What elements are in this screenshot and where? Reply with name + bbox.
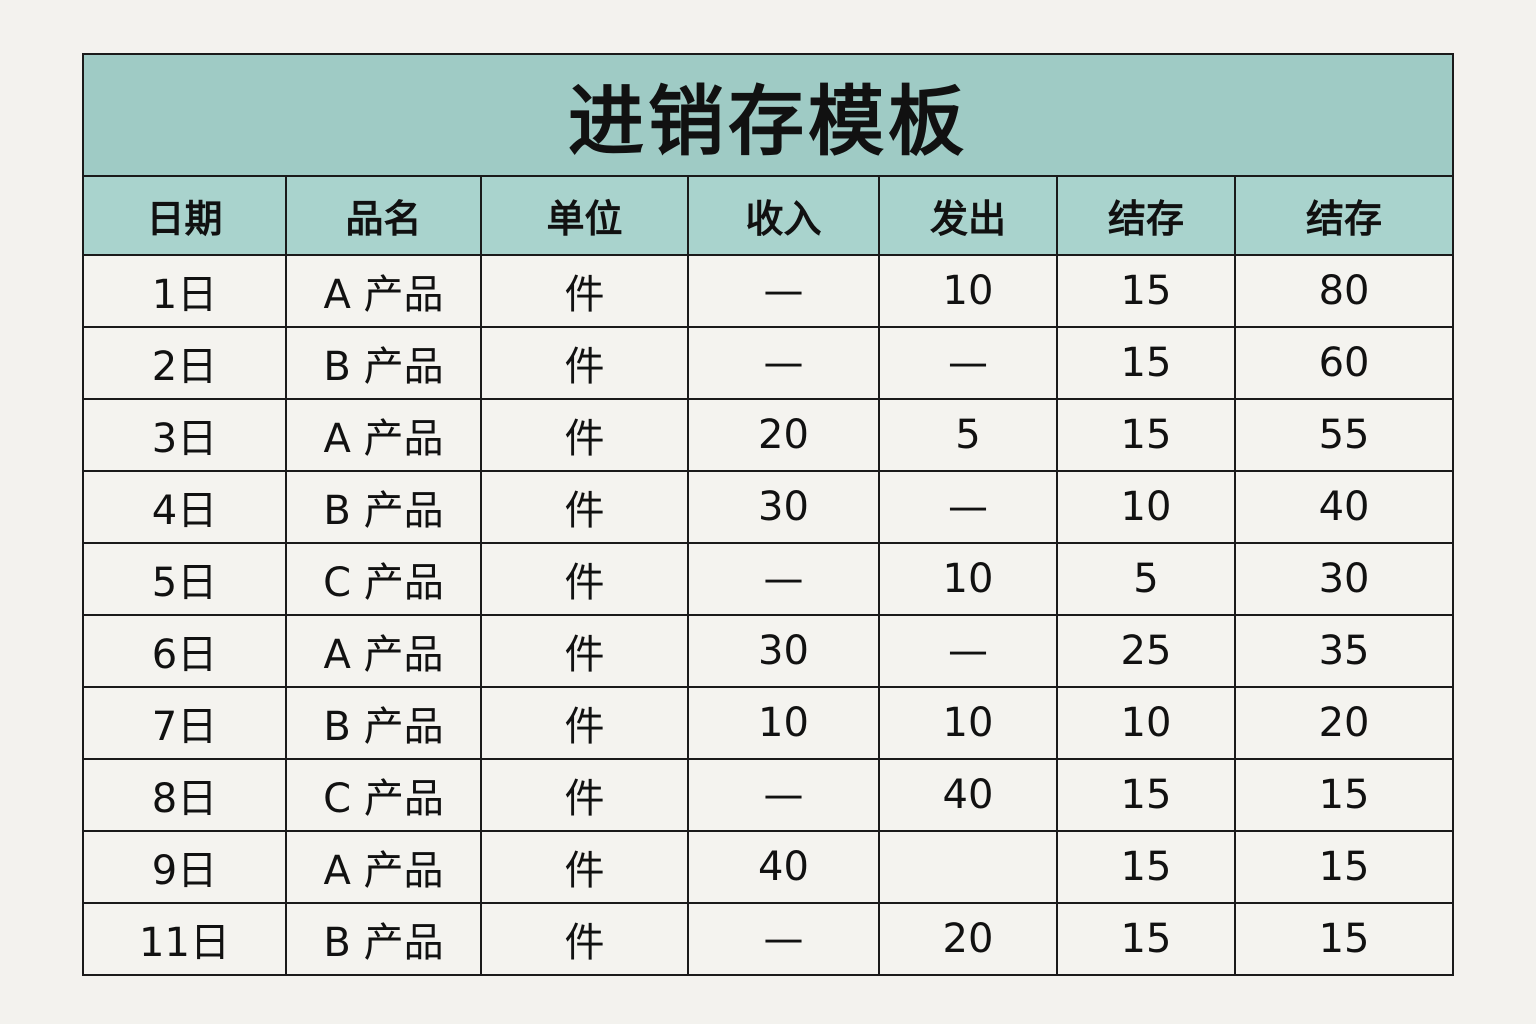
- table-cell: [878, 830, 1058, 904]
- table-cell: B 产品: [285, 470, 482, 544]
- table-cell: 40: [878, 758, 1058, 832]
- table-cell: 10: [1056, 470, 1236, 544]
- table-cell: 15: [1056, 830, 1236, 904]
- table-cell: 3日: [82, 398, 287, 472]
- table-cell: 件: [480, 470, 689, 544]
- table-cell: 60: [1233, 326, 1455, 400]
- table-cell: 件: [480, 326, 689, 400]
- table-cell: C 产品: [285, 542, 482, 616]
- table-cell: —: [687, 254, 880, 328]
- table-cell: 30: [687, 470, 880, 544]
- table-cell: 件: [480, 542, 689, 616]
- header-row: 日期 品名 单位 收入 发出 结存 结存: [82, 175, 1455, 256]
- table-row: 1日 A 产品件 —10 15 80: [82, 254, 1455, 328]
- table-cell: —: [687, 542, 880, 616]
- table-cell: 件: [480, 614, 689, 688]
- table-row: 3日 A 产品件 20 5 15 55: [82, 398, 1455, 472]
- table-row: 8日 C 产品件 —40 15 15: [82, 758, 1455, 832]
- table-cell: 35: [1233, 614, 1455, 688]
- table-cell: A 产品: [285, 398, 482, 472]
- table-cell: —: [878, 326, 1058, 400]
- table-cell: 40: [687, 830, 880, 904]
- table-cell: 件: [480, 398, 689, 472]
- table-cell: B 产品: [285, 686, 482, 760]
- inventory-table: 进销存模板 日期 品名 单位 收入 发出 结存 结存 1日 A 产品件 —10 15 80 2日 B 产…: [81, 53, 1455, 976]
- table-cell: 件: [480, 830, 689, 904]
- table-cell: —: [687, 902, 880, 976]
- table-cell: 2日: [82, 326, 287, 400]
- table-cell: 15: [1056, 398, 1236, 472]
- table-cell: 15: [1233, 758, 1455, 832]
- table-cell: 4日: [82, 470, 287, 544]
- table-cell: 15: [1056, 254, 1236, 328]
- table-cell: 25: [1056, 614, 1236, 688]
- table-cell: 件: [480, 902, 689, 976]
- table-cell: 10: [1056, 686, 1236, 760]
- table-cell: C 产品: [285, 758, 482, 832]
- column-header: 单位: [480, 175, 689, 256]
- table-cell: 80: [1233, 254, 1455, 328]
- table-cell: B 产品: [285, 902, 482, 976]
- table-cell: 30: [687, 614, 880, 688]
- table-cell: 1日: [82, 254, 287, 328]
- table-cell: 件: [480, 254, 689, 328]
- column-header: 品名: [285, 175, 482, 256]
- column-header: 结存: [1056, 175, 1236, 256]
- table-cell: 5: [1056, 542, 1236, 616]
- table-cell: 15: [1233, 830, 1455, 904]
- table-cell: —: [687, 326, 880, 400]
- table-cell: 30: [1233, 542, 1455, 616]
- table-cell: A 产品: [285, 614, 482, 688]
- table-cell: 15: [1233, 902, 1455, 976]
- table-cell: 55: [1233, 398, 1455, 472]
- table-cell: 40: [1233, 470, 1455, 544]
- table-row: 11日 B 产品件 —20 15 15: [82, 902, 1455, 976]
- table-cell: —: [878, 470, 1058, 544]
- table-cell: 11日: [82, 902, 287, 976]
- table-row: 2日 B 产品件 — —15 60: [82, 326, 1455, 400]
- table-row: 4日 B 产品件 30—10 40: [82, 470, 1455, 544]
- table-body: 1日 A 产品件 —10 15 80 2日 B 产品件 — —15 60 3日 A 产品件 20 5 15 5…: [82, 254, 1455, 976]
- table-cell: 5: [878, 398, 1058, 472]
- table-cell: —: [687, 758, 880, 832]
- table-cell: 15: [1056, 902, 1236, 976]
- table-cell: 件: [480, 758, 689, 832]
- table-cell: 9日: [82, 830, 287, 904]
- table-cell: 10: [878, 686, 1058, 760]
- table-cell: 10: [878, 254, 1058, 328]
- table-cell: 6日: [82, 614, 287, 688]
- table-cell: —: [878, 614, 1058, 688]
- table-row: 7日 B 产品件 10 10 10 20: [82, 686, 1455, 760]
- table-cell: A 产品: [285, 254, 482, 328]
- table-cell: 20: [878, 902, 1058, 976]
- table-row: 5日 C 产品件 —10 5 30: [82, 542, 1455, 616]
- table-title: 进销存模板: [81, 53, 1455, 177]
- table-cell: 10: [687, 686, 880, 760]
- table-cell: 8日: [82, 758, 287, 832]
- table-cell: 20: [687, 398, 880, 472]
- table-cell: 20: [1233, 686, 1455, 760]
- column-header: 结存: [1233, 175, 1455, 256]
- table-cell: 5日: [82, 542, 287, 616]
- column-header: 日期: [82, 175, 287, 256]
- table-cell: 15: [1056, 758, 1236, 832]
- table-row: 9日 A 产品件 40 15 15: [82, 830, 1455, 904]
- table-cell: A 产品: [285, 830, 482, 904]
- table-cell: 10: [878, 542, 1058, 616]
- table-cell: B 产品: [285, 326, 482, 400]
- table-cell: 件: [480, 686, 689, 760]
- column-header: 收入: [687, 175, 880, 256]
- table-row: 6日 A 产品件 30—25 35: [82, 614, 1455, 688]
- table-cell: 7日: [82, 686, 287, 760]
- table-cell: 15: [1056, 326, 1236, 400]
- column-header: 发出: [878, 175, 1058, 256]
